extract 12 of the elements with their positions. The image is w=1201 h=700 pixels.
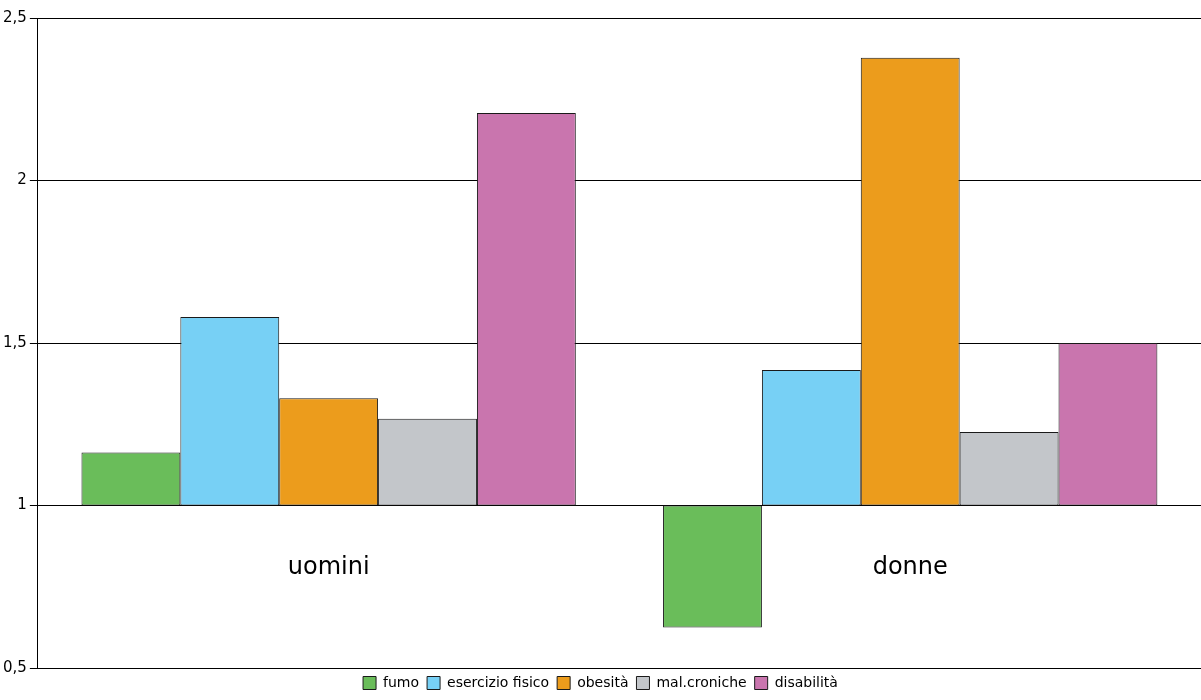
y-tick-label: 1 <box>17 495 27 514</box>
y-tick-label: 2 <box>17 170 27 189</box>
x-tick-label: donne <box>872 552 948 581</box>
y-tick-label: 2,5 <box>3 7 27 26</box>
y-tick-label: 0,5 <box>3 657 27 676</box>
legend-label: fumo <box>383 673 420 690</box>
legend-label: disabilità <box>774 673 838 690</box>
legend-label: mal.croniche <box>656 673 747 690</box>
legend-label: esercizio fisico <box>447 673 550 690</box>
x-tick-label: uomini <box>287 552 370 581</box>
legend-label: obesità <box>577 673 629 690</box>
y-tick-label: 1,5 <box>3 332 27 351</box>
